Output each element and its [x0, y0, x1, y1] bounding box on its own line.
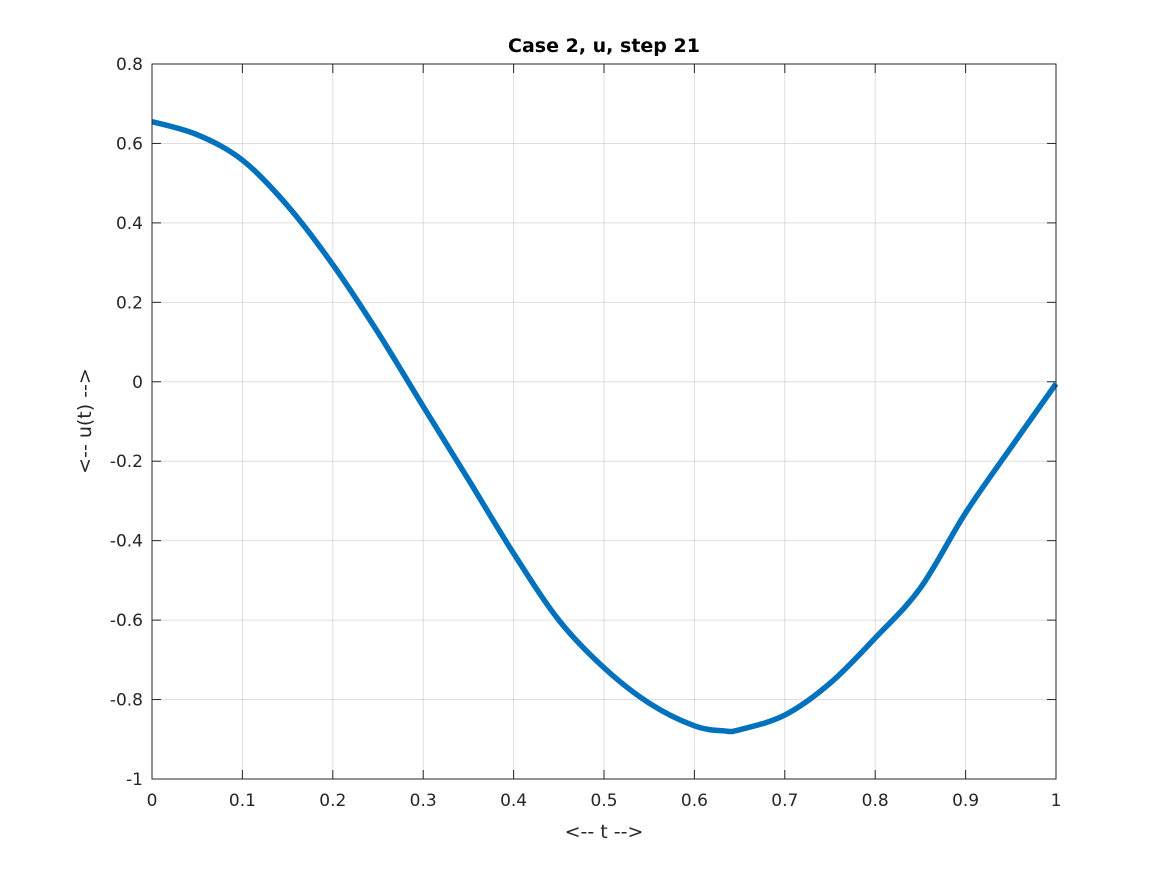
y-axis-label: <-- u(t) -->	[74, 368, 96, 474]
y-tick-label: 0.2	[116, 293, 143, 313]
y-tick-label: -0.8	[110, 691, 143, 711]
x-tick-labels: 0 0.1 0.2 0.3 0.4 0.5 0.6 0.7 0.8 0.9 1	[147, 791, 1062, 811]
x-axis-label: <-- t -->	[565, 821, 644, 843]
y-tick-label: -0.4	[110, 532, 143, 552]
y-tick-label: 0.4	[116, 214, 143, 234]
y-tick-label: -0.2	[110, 452, 143, 472]
x-tick-label: 0	[147, 791, 158, 811]
x-tick-label: 0.2	[319, 791, 346, 811]
x-tick-label: 0.4	[500, 791, 527, 811]
x-tick-label: 0.7	[771, 791, 798, 811]
x-tick-label: 0.3	[410, 791, 437, 811]
y-tick-label: 0	[132, 373, 143, 393]
y-tick-label: -1	[126, 770, 143, 790]
axes-background	[152, 64, 1056, 779]
chart-title: Case 2, u, step 21	[508, 35, 700, 57]
series-layer	[151, 118, 1059, 735]
y-tick-labels: -1 -0.8 -0.6 -0.4 -0.2 0 0.2 0.4 0.6 0.8	[110, 55, 143, 790]
x-tick-label: 0.6	[681, 791, 708, 811]
y-tick-label: -0.6	[110, 611, 143, 631]
x-tick-label: 0.1	[229, 791, 256, 811]
x-tick-label: 0.8	[862, 791, 889, 811]
series-line	[151, 118, 1059, 735]
y-tick-label: 0.6	[116, 134, 143, 154]
y-tick-label: 0.8	[116, 55, 143, 75]
x-tick-label: 0.9	[952, 791, 979, 811]
x-tick-label: 1	[1051, 791, 1062, 811]
x-tick-label: 0.5	[590, 791, 617, 811]
tick-marks	[151, 63, 1057, 780]
